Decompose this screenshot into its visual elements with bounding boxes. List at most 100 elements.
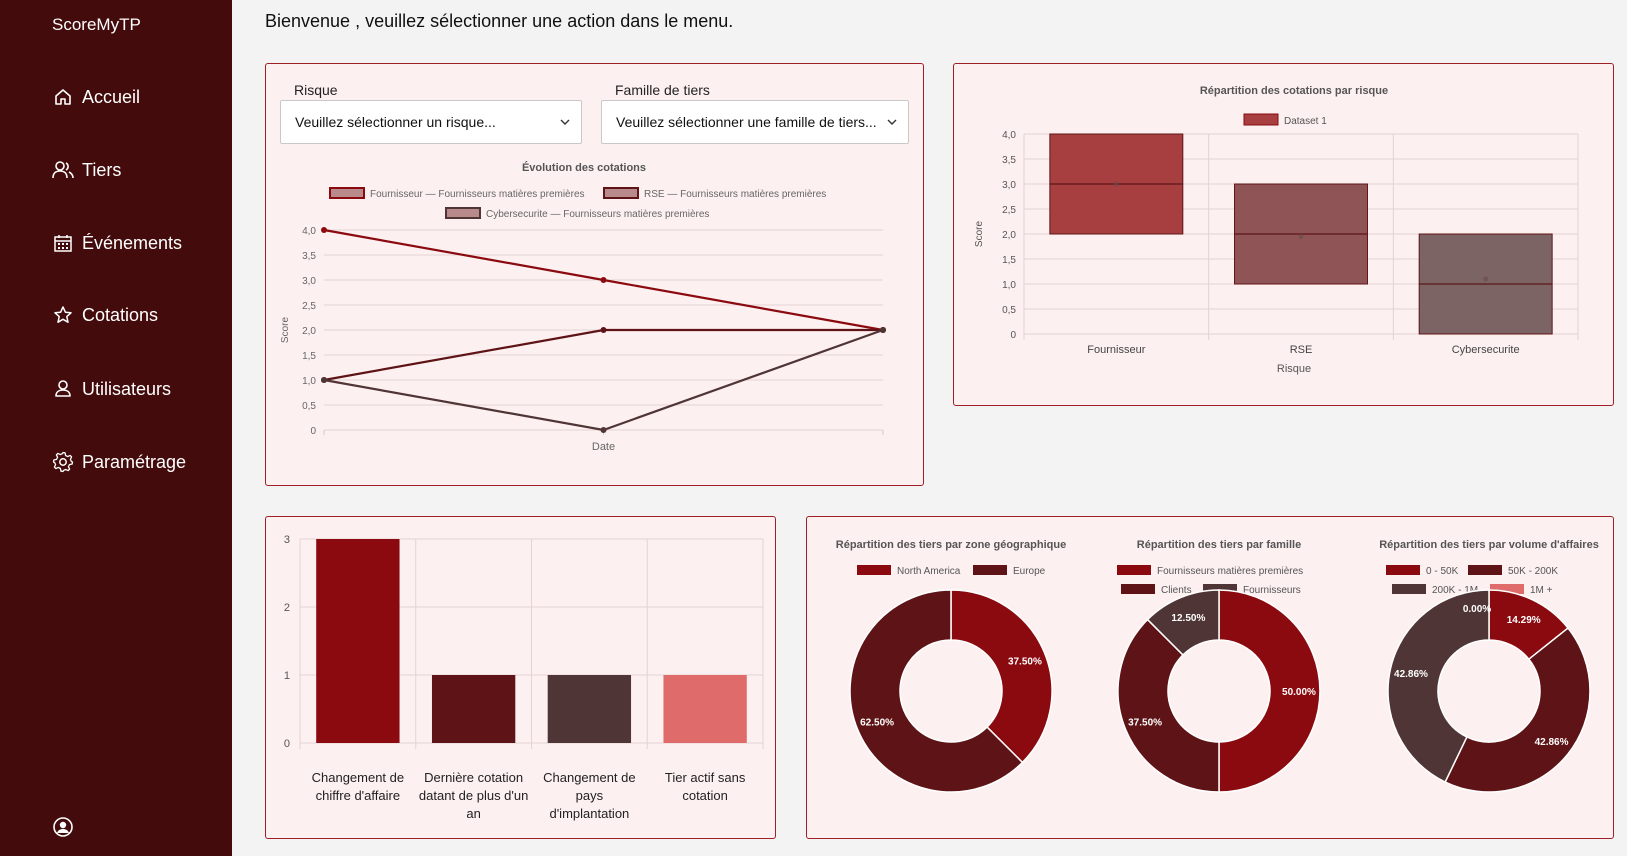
y-tick-label: 0 bbox=[310, 426, 316, 437]
donut-slice bbox=[1218, 589, 1321, 793]
legend-label: Fournisseurs matières premières bbox=[1157, 566, 1303, 577]
chart-title: Répartition des tiers par volume d'affai… bbox=[1379, 539, 1599, 551]
legend-swatch bbox=[445, 207, 481, 219]
legend-swatch bbox=[329, 187, 365, 199]
legend-label: Dataset 1 bbox=[1284, 116, 1327, 127]
x-tick-label: RSE bbox=[1290, 344, 1313, 356]
x-axis-label: Date bbox=[592, 441, 615, 453]
legend-swatch bbox=[603, 187, 639, 199]
y-tick-label: 2,0 bbox=[1002, 230, 1016, 241]
slice-value-label: 37.50% bbox=[1128, 718, 1162, 729]
star-icon bbox=[52, 304, 74, 326]
family-select-value: Veuillez sélectionner une famille de tie… bbox=[616, 114, 877, 130]
risk-select-value: Veuillez sélectionner un risque... bbox=[295, 114, 496, 130]
slice-value-label: 14.29% bbox=[1507, 615, 1541, 626]
risk-select[interactable]: Veuillez sélectionner un risque... bbox=[280, 100, 582, 144]
sidebar-item-label: Accueil bbox=[82, 86, 141, 107]
y-tick-label: 4,0 bbox=[302, 226, 316, 237]
x-tick-label: Cybersecurite bbox=[1452, 344, 1520, 356]
y-tick-label: 0 bbox=[1010, 330, 1016, 341]
legend-label: RSE — Fournisseurs matières premières bbox=[644, 189, 826, 200]
y-tick-label: 3 bbox=[284, 534, 290, 546]
slice-value-label: 62.50% bbox=[860, 718, 894, 729]
slice-value-label: 37.50% bbox=[1008, 656, 1042, 667]
legend-swatch bbox=[1490, 584, 1524, 594]
sidebar-item-label: Cotations bbox=[82, 304, 159, 325]
chart-title: Évolution des cotations bbox=[522, 161, 646, 174]
y-tick-label: 1 bbox=[284, 670, 290, 682]
donut-slice bbox=[950, 589, 1053, 764]
risk-distribution-chart: Répartition des cotations par risque Data… bbox=[974, 85, 1579, 375]
bar bbox=[431, 675, 516, 743]
sidebar-item-label: Tiers bbox=[82, 159, 122, 180]
legend-label: 50K - 200K bbox=[1508, 566, 1558, 577]
chevron-down-icon bbox=[559, 115, 571, 131]
users-icon bbox=[52, 159, 74, 181]
tiers-distribution-card: Répartition des tiers par zone géographi… bbox=[806, 516, 1614, 839]
legend-swatch bbox=[1243, 113, 1279, 126]
y-tick-label: 2,5 bbox=[1002, 205, 1016, 216]
bar bbox=[547, 675, 632, 743]
chart-title: Répartition des tiers par famille bbox=[1137, 539, 1301, 551]
legend-label: 200K - 1M bbox=[1432, 585, 1478, 596]
y-tick-label: 1,0 bbox=[1002, 280, 1016, 291]
data-point bbox=[880, 327, 886, 333]
mean-point bbox=[1298, 234, 1304, 239]
sidebar-item-tiers[interactable]: Tiers bbox=[52, 159, 121, 181]
chevron-down-icon bbox=[886, 115, 898, 131]
chart-title: Répartition des cotations par risque bbox=[1200, 85, 1388, 97]
legend-label: Fournisseurs bbox=[1243, 585, 1301, 596]
x-axis-label: Risque bbox=[1277, 363, 1311, 375]
legend-label: North America bbox=[897, 566, 961, 577]
bar bbox=[316, 539, 400, 743]
sidebar-item-utilisateurs[interactable]: Utilisateurs bbox=[52, 378, 171, 400]
legend-label: 1M + bbox=[1530, 585, 1553, 596]
legend-swatch bbox=[1117, 565, 1151, 575]
x-tick-label: Dernière cotation datant de plus d'un an bbox=[418, 770, 529, 821]
legend-label: Europe bbox=[1013, 566, 1046, 577]
y-tick-label: 0 bbox=[284, 738, 290, 750]
account-icon[interactable] bbox=[52, 816, 74, 838]
y-tick-label: 1,5 bbox=[1002, 255, 1016, 266]
y-tick-label: 0,5 bbox=[302, 401, 316, 412]
donut-slice bbox=[1146, 589, 1220, 656]
x-tick-label: Changement de chiffre d'affaire bbox=[311, 770, 405, 803]
data-point bbox=[321, 227, 327, 233]
gear-icon bbox=[52, 451, 74, 473]
slice-value-label: 42.86% bbox=[1394, 669, 1428, 680]
legend-swatch bbox=[1392, 584, 1426, 594]
data-point bbox=[321, 377, 327, 383]
y-tick-label: 1,5 bbox=[302, 351, 316, 362]
evolution-card: Risque Veuillez sélectionner un risque..… bbox=[265, 63, 924, 486]
risk-label: Risque bbox=[294, 82, 338, 98]
data-point bbox=[600, 327, 607, 333]
y-tick-label: 0,5 bbox=[1002, 305, 1016, 316]
sidebar-item-label: Utilisateurs bbox=[82, 378, 172, 399]
y-tick-label: 2,0 bbox=[302, 326, 316, 337]
x-tick-label: Tier actif sans cotation bbox=[664, 770, 746, 803]
y-tick-label: 4,0 bbox=[1002, 130, 1016, 141]
chart-title: Répartition des tiers par zone géographi… bbox=[836, 539, 1066, 551]
donut-slice bbox=[1444, 626, 1591, 793]
y-tick-label: 1,0 bbox=[302, 376, 316, 387]
sidebar-item-parametrage[interactable]: Paramétrage bbox=[52, 451, 186, 473]
sidebar-item-evenements[interactable]: Événements bbox=[52, 232, 182, 254]
legend-swatch bbox=[1121, 584, 1155, 594]
slice-value-label: 42.86% bbox=[1535, 737, 1569, 748]
sidebar-item-accueil[interactable]: Accueil bbox=[52, 86, 140, 108]
legend-label: 0 - 50K bbox=[1426, 566, 1459, 577]
family-select[interactable]: Veuillez sélectionner une famille de tie… bbox=[601, 100, 909, 144]
app-title: ScoreMyTP bbox=[52, 15, 141, 34]
sidebar-item-cotations[interactable]: Cotations bbox=[52, 304, 158, 326]
mean-point bbox=[1483, 276, 1489, 282]
legend-swatch bbox=[1203, 584, 1237, 594]
y-tick-label: 3,0 bbox=[1002, 180, 1016, 191]
welcome-message: Bienvenue , veuillez sélectionner une ac… bbox=[265, 11, 734, 31]
legend-label: Clients bbox=[1161, 585, 1192, 596]
risk-distribution-card: Répartition des cotations par risque Data… bbox=[953, 63, 1614, 406]
bar bbox=[663, 675, 747, 743]
x-tick-label: Changement de pays d'implantation bbox=[543, 770, 636, 821]
user-icon bbox=[52, 378, 74, 400]
slice-value-label: 50.00% bbox=[1282, 687, 1316, 698]
y-tick-label: 3,0 bbox=[302, 276, 316, 287]
